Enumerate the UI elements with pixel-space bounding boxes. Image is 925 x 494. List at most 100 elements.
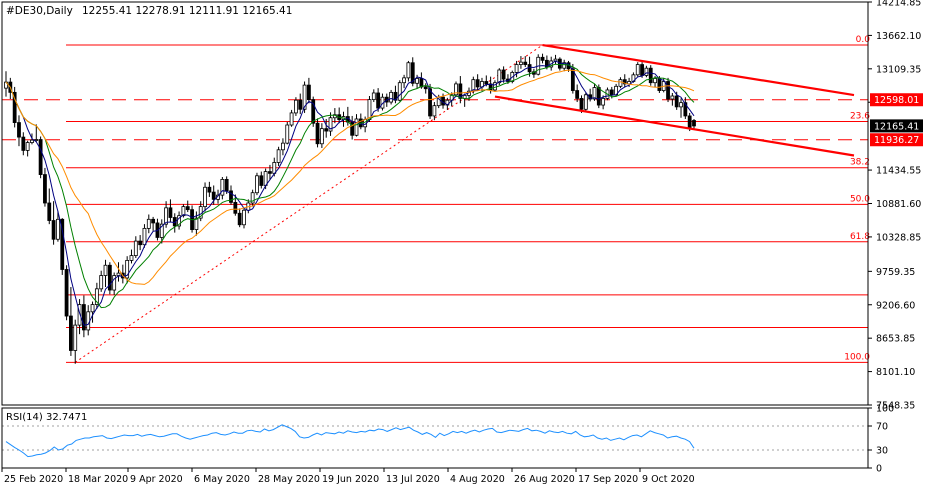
candle-down bbox=[185, 206, 190, 211]
price-axis-label: 8101.10 bbox=[876, 367, 915, 378]
candle-down bbox=[523, 61, 528, 65]
fib-level-label: 61.8 bbox=[850, 232, 870, 242]
candle-up bbox=[592, 87, 597, 100]
candle-up bbox=[402, 77, 406, 84]
candle-down bbox=[43, 174, 47, 204]
price-axis-label: 7548.35 bbox=[876, 401, 915, 412]
candle-down bbox=[666, 81, 670, 100]
candle-down bbox=[38, 139, 43, 175]
date-axis-label: 18 Mar 2020 bbox=[68, 474, 128, 485]
price-axis-label: 13662.10 bbox=[876, 31, 921, 42]
candle-up bbox=[493, 82, 497, 91]
candle-up bbox=[203, 186, 207, 208]
candle-up bbox=[263, 171, 268, 186]
candle-down bbox=[268, 171, 272, 174]
fib-level-label: 38.2 bbox=[850, 158, 870, 168]
candle-down bbox=[138, 240, 143, 246]
candle-down bbox=[692, 120, 696, 127]
candle-down bbox=[229, 190, 233, 203]
candle-up bbox=[618, 79, 623, 87]
channel-trendline[interactable] bbox=[494, 95, 855, 157]
candle-down bbox=[609, 89, 614, 96]
candle-up bbox=[583, 94, 588, 110]
candle-up bbox=[670, 95, 675, 100]
candle-down bbox=[458, 83, 463, 99]
date-axis-label: 6 May 2020 bbox=[194, 474, 250, 485]
price-axis-label: 11434.55 bbox=[876, 166, 921, 177]
rsi-line bbox=[5, 424, 695, 458]
candle-up bbox=[276, 149, 281, 163]
candle-down bbox=[259, 175, 264, 186]
date-axis-label: 9 Apr 2020 bbox=[130, 474, 183, 485]
price-axis-label: 10881.60 bbox=[876, 199, 921, 210]
candle-up bbox=[86, 311, 91, 331]
ohlc-readout: 12255.41 12278.91 12111.91 12165.41 bbox=[82, 5, 292, 17]
candle-up bbox=[302, 84, 307, 110]
rsi-panel-frame bbox=[1, 407, 869, 469]
candle-up bbox=[116, 272, 121, 276]
candle-down bbox=[475, 79, 480, 88]
fib-level-label: 23.6 bbox=[850, 112, 870, 122]
date-axis-label: 19 Jun 2020 bbox=[322, 474, 379, 485]
candle-down bbox=[207, 186, 212, 193]
candle-up bbox=[432, 105, 437, 117]
candle-up bbox=[644, 67, 649, 76]
candle-down bbox=[501, 69, 506, 80]
price-axis-label: 14214.85 bbox=[876, 0, 921, 9]
candle-up bbox=[146, 218, 151, 229]
rsi-axis-label: 0 bbox=[876, 464, 882, 475]
candle-down bbox=[419, 78, 424, 88]
candle-down bbox=[298, 99, 303, 110]
candle-up bbox=[601, 98, 606, 106]
candle-up bbox=[159, 223, 164, 238]
candle-up bbox=[177, 215, 181, 227]
fib-level-label: 0.0 bbox=[856, 35, 871, 45]
candle-up bbox=[125, 260, 130, 279]
candle-up bbox=[34, 139, 39, 141]
candle-down bbox=[315, 122, 320, 145]
candle-up bbox=[129, 255, 134, 261]
candle-down bbox=[233, 201, 238, 214]
candle-down bbox=[674, 95, 679, 108]
fib-level-label: 50.0 bbox=[850, 194, 870, 204]
candle-up bbox=[679, 102, 683, 108]
candle-down bbox=[51, 220, 56, 240]
candle-down bbox=[17, 122, 21, 138]
candle-up bbox=[220, 179, 225, 196]
candle-down bbox=[47, 202, 52, 221]
candle-down bbox=[211, 191, 216, 200]
candle-down bbox=[428, 88, 432, 117]
candle-up bbox=[242, 209, 246, 226]
candle-down bbox=[107, 264, 112, 291]
price-tag-label: 12165.41 bbox=[874, 121, 919, 132]
candle-up bbox=[415, 78, 419, 84]
candle-up bbox=[497, 69, 502, 84]
candle-down bbox=[484, 81, 489, 85]
candle-down bbox=[596, 87, 601, 106]
price-tag bbox=[870, 119, 923, 133]
candle-up bbox=[319, 128, 324, 145]
fib-level-label: 100.0 bbox=[844, 352, 870, 362]
candle-up bbox=[635, 64, 640, 76]
candle-up bbox=[519, 61, 523, 65]
candle-up bbox=[25, 142, 30, 151]
channel-trendline[interactable] bbox=[542, 43, 855, 97]
candle-up bbox=[112, 275, 117, 291]
date-axis-label: 13 Jul 2020 bbox=[386, 474, 440, 485]
price-tag-label: 11936.27 bbox=[874, 135, 919, 146]
candle-up bbox=[289, 112, 294, 126]
date-axis-label: 28 May 2020 bbox=[258, 474, 320, 485]
candle-down bbox=[423, 86, 428, 90]
candle-down bbox=[376, 92, 381, 109]
candle-down bbox=[224, 179, 229, 192]
candle-down bbox=[306, 84, 311, 101]
candle-up bbox=[285, 124, 290, 144]
rsi-axis-label: 70 bbox=[876, 422, 888, 433]
rsi-axis-label: 100 bbox=[876, 404, 894, 415]
candle-down bbox=[69, 315, 73, 351]
candle-down bbox=[410, 62, 415, 84]
candle-down bbox=[527, 64, 532, 73]
candle-up bbox=[142, 227, 147, 246]
